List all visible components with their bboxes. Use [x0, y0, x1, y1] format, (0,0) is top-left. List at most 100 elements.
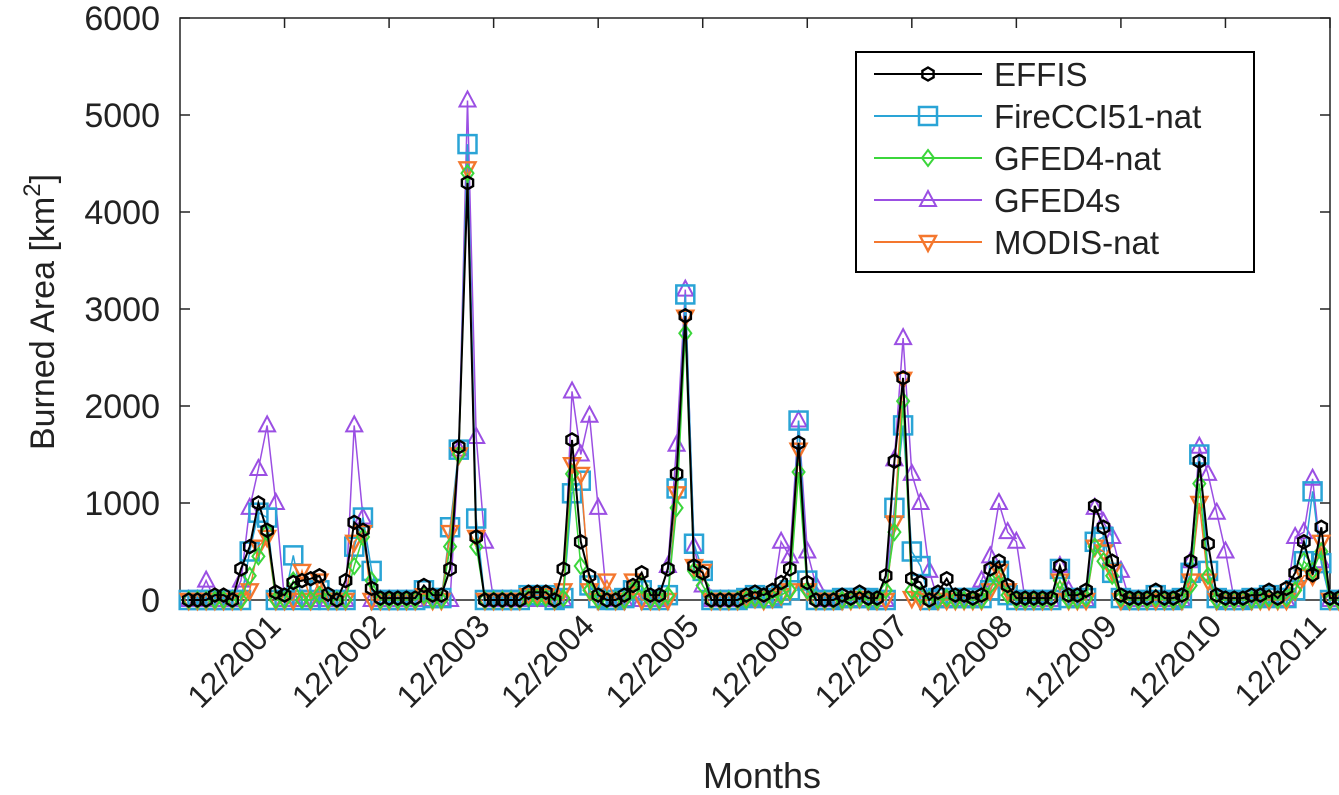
x-tick-label: 12/2006: [703, 607, 810, 714]
data-point: [1323, 590, 1337, 606]
data-point: [1114, 587, 1128, 603]
data-point: [399, 590, 414, 606]
data-point: [870, 590, 884, 606]
data-point: [391, 590, 405, 606]
data-point: [1314, 519, 1329, 536]
data-point: [495, 592, 510, 608]
data-point: [1044, 590, 1059, 606]
data-point: [713, 592, 727, 608]
data-point: [466, 425, 486, 445]
data-point: [1148, 582, 1163, 599]
data-point: [1279, 580, 1294, 597]
y-tick-label: 6000: [84, 0, 160, 38]
data-point: [1198, 462, 1218, 481]
data-point: [443, 561, 457, 577]
data-point: [1192, 453, 1207, 470]
data-point: [457, 89, 478, 108]
y-axis-label-main: Burned Area [km: [24, 197, 62, 450]
y-tick-label: 5000: [84, 97, 160, 135]
y-axis-label: Burned Area [km2]: [19, 174, 62, 450]
data-point: [669, 466, 684, 482]
data-point: [1061, 587, 1076, 603]
data-point: [791, 435, 806, 451]
data-point: [373, 590, 388, 606]
legend-marker: [917, 105, 939, 127]
data-point: [626, 577, 640, 594]
data-point: [661, 561, 675, 577]
legend-label: EFFIS: [994, 56, 1088, 93]
data-point: [797, 540, 817, 559]
data-point: [468, 536, 484, 557]
data-point: [452, 438, 466, 455]
legend-label: GFED4-nat: [994, 140, 1161, 177]
data-point: [817, 592, 832, 608]
data-point: [1131, 590, 1146, 606]
data-point: [251, 546, 266, 567]
y-tick-label: 0: [141, 582, 160, 620]
data-point: [259, 522, 275, 542]
data-point: [678, 307, 693, 324]
data-point: [256, 507, 278, 528]
data-point: [442, 536, 458, 557]
data-point: [1087, 498, 1102, 514]
data-point: [788, 410, 809, 431]
data-point: [931, 584, 945, 601]
data-point: [346, 556, 362, 576]
x-axis-label: Months: [703, 755, 821, 795]
data-point: [356, 522, 370, 539]
data-point: [225, 592, 240, 608]
data-point: [948, 587, 963, 603]
data-point: [547, 592, 562, 608]
data-point: [1192, 473, 1207, 494]
data-point: [343, 536, 365, 557]
data-point: [1070, 587, 1085, 603]
data-point: [460, 175, 475, 191]
data-point: [1183, 553, 1198, 570]
data-point: [1305, 566, 1320, 583]
data-point: [634, 564, 649, 581]
data-point: [771, 530, 791, 549]
x-tick-label: 12/2003: [389, 607, 496, 714]
data-point: [1209, 587, 1224, 603]
data-point: [1285, 525, 1305, 544]
data-point: [939, 570, 954, 587]
legend-label: GFED4s: [994, 182, 1121, 219]
data-point: [1227, 590, 1242, 606]
data-point: [571, 443, 591, 462]
data-point: [564, 464, 580, 484]
y-axis-label-superscript: 2: [19, 183, 46, 196]
data-point: [1215, 540, 1236, 559]
data-point: [277, 587, 292, 603]
data-point: [1026, 590, 1041, 606]
legend-marker: [918, 188, 938, 207]
data-point: [1166, 590, 1181, 606]
data-point: [1183, 575, 1198, 596]
data-point: [643, 587, 658, 603]
data-point: [652, 587, 666, 603]
data-point: [1079, 582, 1093, 599]
data-point: [1018, 590, 1032, 606]
data-point: [553, 583, 574, 602]
legend-item: FireCCI51-nat: [874, 98, 1201, 135]
x-tick-label: 12/2001: [180, 607, 287, 714]
data-point: [730, 592, 745, 608]
x-tick-label: 12/2007: [808, 607, 915, 714]
data-point: [791, 462, 806, 482]
data-point: [966, 590, 980, 606]
legend-label: FireCCI51-nat: [994, 98, 1201, 135]
y-tick-label: 4000: [84, 194, 160, 232]
data-point: [344, 414, 364, 433]
data-point: [722, 592, 736, 608]
legend-item: GFED4-nat: [874, 140, 1161, 177]
data-point: [556, 561, 571, 577]
data-point: [196, 569, 216, 588]
data-point: [469, 529, 483, 545]
data-point: [408, 590, 423, 606]
legend-item: EFFIS: [874, 56, 1088, 93]
data-point: [251, 495, 266, 511]
data-point: [1311, 534, 1332, 554]
x-tick-label: 12/2005: [598, 607, 705, 714]
data-point: [190, 592, 205, 608]
data-point: [199, 592, 214, 608]
legend: EFFIS FireCCI51-nat GFED4-nat GFED4s MODIS-n…: [855, 51, 1255, 273]
